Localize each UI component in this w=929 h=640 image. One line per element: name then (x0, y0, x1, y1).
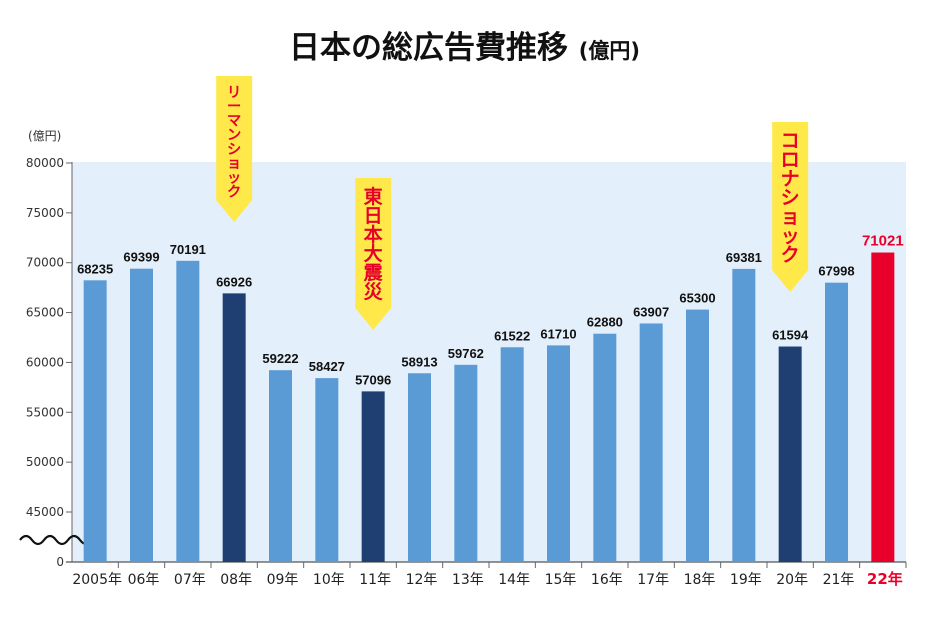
x-tick-label: 10年 (313, 572, 345, 588)
data-label: 65300 (679, 291, 715, 306)
chart-title: 日本の総広告費推移 (億円) (0, 22, 929, 67)
data-label: 62880 (587, 315, 623, 330)
plot-background (72, 162, 906, 562)
x-tick-label: 08年 (220, 572, 252, 588)
y-tick-label: 50000 (26, 455, 64, 469)
bar (315, 378, 339, 562)
data-label: 71021 (862, 233, 904, 250)
data-label: 58913 (401, 354, 437, 369)
data-label: 69381 (726, 250, 762, 265)
y-tick-label: 80000 (26, 156, 64, 170)
data-label: 61710 (540, 326, 576, 341)
annotation-callout-arrow (355, 178, 392, 330)
x-tick-label: 12年 (406, 572, 438, 588)
bar (547, 345, 570, 562)
bar (222, 293, 246, 562)
bar (408, 373, 431, 562)
annotation-callout-arrow (216, 76, 253, 222)
data-label: 67998 (818, 264, 854, 279)
bar (269, 370, 292, 562)
data-label: 66926 (216, 274, 252, 289)
bar (732, 268, 756, 562)
bar (778, 346, 802, 562)
annotation-label: 東日本大震災 (364, 185, 384, 303)
x-tick-label: 19年 (730, 572, 762, 588)
x-tick-label: 21年 (823, 572, 855, 588)
data-label: 61522 (494, 328, 530, 343)
x-tick-label: 18年 (684, 572, 716, 588)
annotation-label: コロナショック (781, 130, 800, 266)
bar (83, 280, 107, 562)
bar (176, 260, 200, 562)
x-tick-label: 15年 (545, 572, 577, 588)
y-tick-label: 70000 (26, 256, 64, 270)
x-tick-label: 17年 (637, 572, 669, 588)
bar (639, 323, 663, 562)
x-tick-label: 11年 (359, 572, 391, 588)
title-text: 日本の総広告費推移 (289, 30, 568, 66)
y-tick-label-zero: 0 (56, 555, 64, 569)
x-tick-label: 2005年 (72, 572, 122, 588)
bar (686, 309, 709, 562)
x-tick-label: 14年 (498, 572, 530, 588)
bar (130, 268, 153, 562)
axis-break-squiggle (19, 534, 93, 546)
y-axis-unit-label: (億円) (28, 129, 61, 143)
y-tick-label: 45000 (26, 505, 64, 519)
data-label: 61594 (772, 328, 809, 343)
x-tick-label: 07年 (174, 572, 206, 588)
x-tick-label: 09年 (267, 572, 299, 588)
data-label: 59762 (448, 346, 484, 361)
data-label: 59222 (262, 351, 298, 366)
y-tick-label: 65000 (26, 306, 64, 320)
y-tick-label: 60000 (26, 355, 64, 369)
x-tick-label: 13年 (452, 572, 484, 588)
data-label: 69399 (123, 250, 159, 265)
x-tick-label: 22年 (867, 570, 903, 588)
x-tick-label: 20年 (776, 572, 808, 588)
x-tick-label: 16年 (591, 572, 623, 588)
bar (361, 391, 385, 562)
data-label: 68235 (77, 261, 113, 276)
data-label: 58427 (309, 359, 345, 374)
y-tick-label: 55000 (26, 405, 64, 419)
bar (825, 282, 848, 562)
data-label: 70191 (170, 242, 206, 257)
y-tick-label: 75000 (26, 206, 64, 220)
data-label: 63907 (633, 304, 669, 319)
bar (593, 333, 617, 562)
data-label: 57096 (355, 372, 391, 387)
bar (500, 347, 524, 562)
bar (871, 252, 895, 563)
title-unit: (億円) (578, 39, 640, 63)
bar (454, 364, 478, 562)
annotation-callout-arrow (772, 122, 809, 292)
x-tick-label: 06年 (128, 572, 160, 588)
annotation-label: リーマンショック (227, 85, 241, 201)
